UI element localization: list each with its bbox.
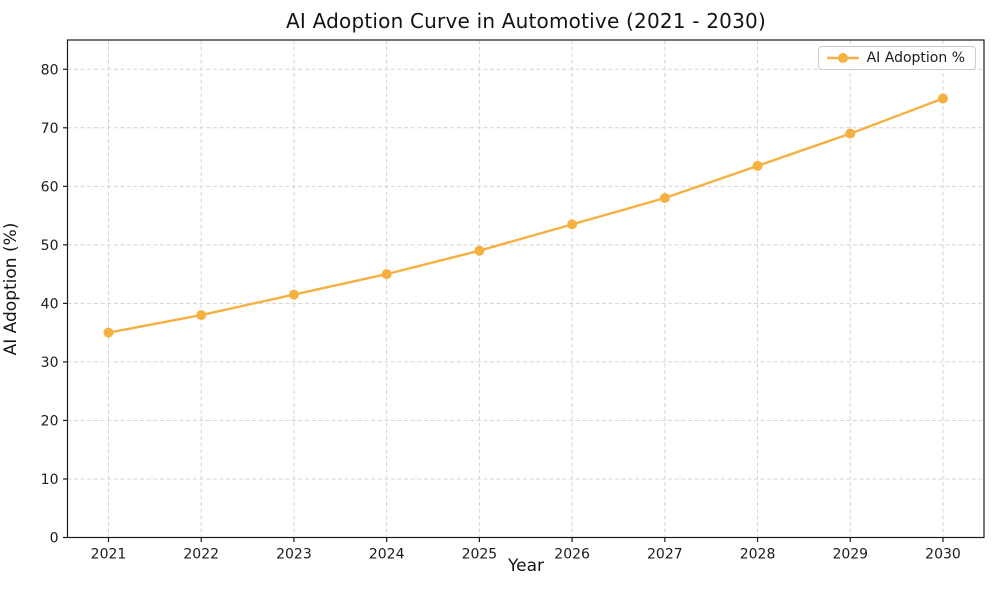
y-tick-label: 30 [41, 355, 59, 371]
y-tick-label: 0 [50, 531, 59, 547]
series-line [107, 97, 945, 334]
x-tick-label: 2023 [276, 547, 312, 563]
data-point-marker [288, 289, 299, 300]
y-tick-label: 80 [41, 62, 59, 78]
x-tick-label: 2025 [462, 547, 498, 563]
data-point-marker [938, 93, 948, 104]
legend: AI Adoption % [817, 46, 976, 70]
y-tick-label: 10 [41, 472, 59, 488]
plot-border [66, 39, 985, 539]
x-tick-label: 2026 [554, 547, 590, 563]
y-tick-label: 60 [41, 179, 59, 195]
x-tick-label: 2028 [740, 547, 776, 563]
x-tick-label: 2021 [91, 547, 127, 563]
data-point-marker [567, 219, 578, 230]
y-tick-label: 70 [41, 121, 59, 137]
y-tick-label: 40 [41, 296, 59, 312]
y-tick-label: 50 [41, 238, 59, 254]
x-tick-label: 2024 [369, 547, 405, 563]
data-point-marker [474, 245, 485, 256]
chart-title: AI Adoption Curve in Automotive (2021 - … [286, 9, 766, 33]
legend-line-marker-icon [826, 53, 859, 63]
data-point-marker [845, 128, 856, 139]
y-tick-label: 20 [41, 413, 59, 429]
data-point-marker [381, 269, 392, 280]
data-point-marker [196, 310, 207, 321]
x-tick-label: 2030 [925, 547, 961, 563]
data-point-marker [103, 327, 114, 338]
legend-label: AI Adoption % [866, 50, 965, 66]
data-point-marker [752, 160, 763, 171]
x-tick-label: 2029 [832, 547, 868, 563]
x-tick-label: 2022 [183, 547, 219, 563]
data-point-marker [659, 193, 670, 204]
x-axis-label: Year [508, 556, 544, 576]
x-tick-label: 2027 [647, 547, 683, 563]
